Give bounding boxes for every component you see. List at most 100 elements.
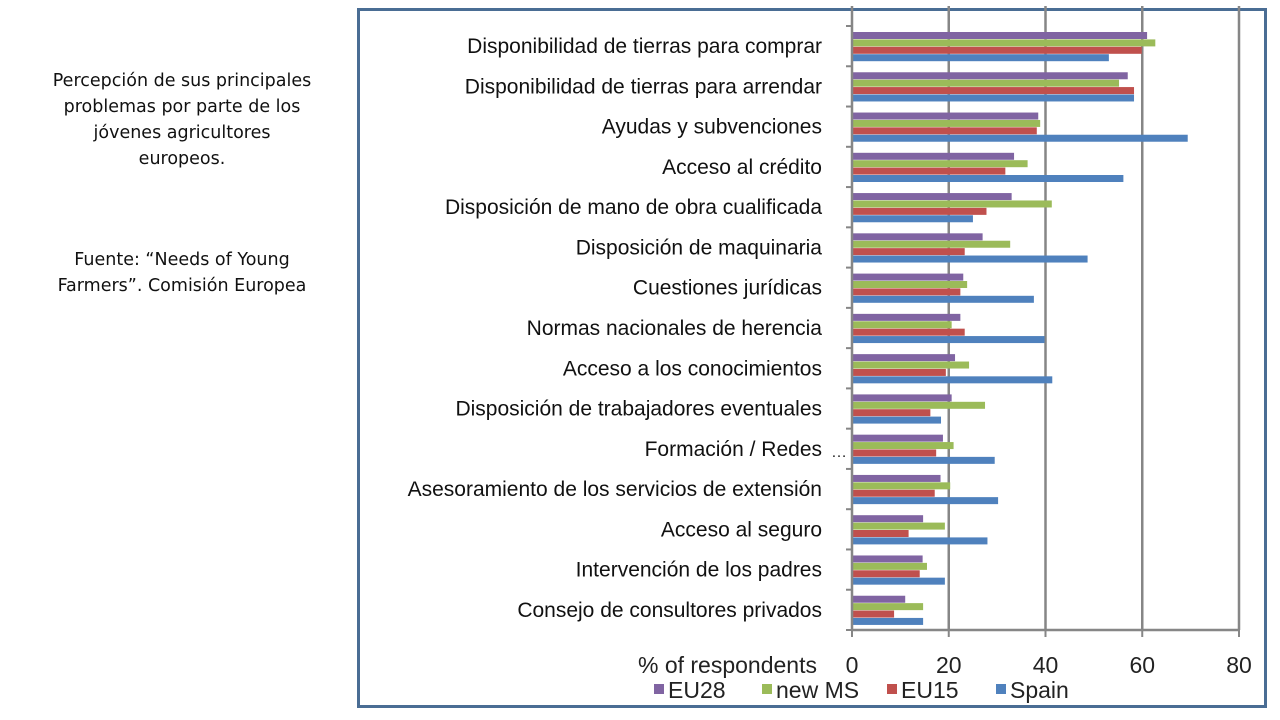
category-label: Disposición de maquinaria	[576, 236, 823, 259]
bar-eu15	[852, 87, 1135, 95]
bar-spain	[852, 54, 1109, 62]
bar-new-ms	[852, 240, 1011, 248]
category-label: Disposición de trabajadores eventuales	[455, 398, 822, 421]
category-label: Acceso al seguro	[661, 518, 822, 541]
bar-eu15	[852, 207, 987, 215]
category-label: Acceso al crédito	[662, 156, 822, 179]
bar-spain	[852, 497, 999, 505]
bar-new-ms	[852, 79, 1120, 87]
legend-swatch-eu28	[654, 684, 664, 694]
x-tick-label: 60	[1129, 652, 1155, 678]
bar-eu15	[852, 248, 965, 256]
bar-eu15	[852, 46, 1142, 54]
bar-eu15	[852, 449, 937, 457]
category-label: Disponibilidad de tierras para comprar	[467, 35, 822, 58]
legend-label: Spain	[1010, 677, 1069, 703]
caption-line: jóvenes agricultores	[93, 123, 271, 143]
category-label: Intervención de los padres	[576, 559, 822, 582]
bar-spain	[852, 175, 1124, 182]
legend-swatch-eu15	[887, 684, 897, 694]
ellipsis-marker: …	[831, 444, 848, 461]
bar-eu28	[852, 555, 923, 563]
category-label: Disposición de mano de obra cualificada	[445, 196, 822, 219]
bar-spain	[852, 295, 1034, 303]
bar-eu28	[852, 72, 1128, 80]
bar-new-ms	[852, 160, 1028, 168]
bar-spain	[852, 215, 973, 223]
source-line: Fuente: “Needs of Young	[74, 250, 290, 270]
category-label: Ayudas y subvenciones	[602, 116, 822, 139]
bar-new-ms	[852, 200, 1052, 208]
bar-eu28	[852, 152, 1015, 160]
bar-spain	[852, 255, 1088, 263]
bar-new-ms	[852, 522, 945, 530]
bar-eu28	[852, 474, 941, 482]
bar-new-ms	[852, 442, 954, 450]
bar-eu15	[852, 368, 946, 376]
bar-eu15	[852, 530, 909, 537]
source-line: Farmers”. Comisión Europea	[57, 276, 307, 296]
bar-spain	[852, 94, 1135, 102]
bar-new-ms	[852, 281, 968, 288]
bar-eu28	[852, 32, 1148, 39]
x-tick-label: 20	[936, 652, 962, 678]
bar-new-ms	[852, 39, 1156, 47]
bar-eu28	[852, 313, 961, 321]
category-label: Disponibilidad de tierras para arrendar	[465, 75, 822, 98]
chart-description: Percepción de sus principales problemas …	[22, 68, 342, 172]
bar-spain	[852, 537, 988, 545]
category-label: Normas nacionales de herencia	[527, 317, 823, 340]
bar-eu15	[852, 127, 1037, 135]
bar-eu28	[852, 354, 956, 362]
bar-eu15	[852, 328, 965, 336]
bar-eu28	[852, 193, 1012, 201]
bar-new-ms	[852, 401, 986, 409]
legend-swatch-spain	[996, 684, 1006, 694]
bar-eu15	[852, 489, 935, 497]
category-label: Formación / Redes	[645, 438, 822, 461]
x-tick-label: 0	[846, 652, 859, 678]
caption-line: Percepción de sus principales	[52, 71, 312, 91]
category-label: Cuestiones jurídicas	[633, 277, 822, 300]
bar-eu28	[852, 273, 964, 281]
bar-new-ms	[852, 603, 924, 611]
bar-eu15	[852, 570, 920, 578]
bar-new-ms	[852, 361, 970, 369]
bar-eu28	[852, 233, 983, 241]
bar-spain	[852, 617, 924, 625]
bar-spain	[852, 577, 945, 585]
category-label: Consejo de consultores privados	[517, 599, 822, 622]
legend-label: EU15	[901, 677, 959, 703]
bar-new-ms	[852, 119, 1041, 127]
legend-swatch-new-ms	[762, 684, 772, 694]
legend-label: new MS	[776, 677, 859, 703]
bar-spain	[852, 376, 1053, 384]
category-label: Asesoramiento de los servicios de extens…	[408, 478, 822, 501]
bar-eu15	[852, 288, 961, 296]
bar-spain	[852, 456, 995, 464]
bar-eu15	[852, 409, 931, 417]
bar-new-ms	[852, 562, 927, 570]
x-tick-label: 40	[1033, 652, 1059, 678]
caption-line: europeos.	[138, 149, 226, 169]
legend-label: EU28	[668, 677, 726, 703]
bar-eu28	[852, 515, 924, 523]
x-tick-label: 80	[1226, 652, 1252, 678]
category-label: Acceso a los conocimientos	[563, 357, 822, 380]
bar-eu28	[852, 434, 943, 442]
bar-eu28	[852, 595, 906, 603]
bar-eu28	[852, 394, 952, 402]
bar-new-ms	[852, 482, 951, 490]
x-axis-label: % of respondents	[638, 652, 817, 678]
bar-spain	[852, 336, 1045, 344]
bar-eu15	[852, 167, 1006, 175]
chart-source: Fuente: “Needs of Young Farmers”. Comisi…	[22, 247, 342, 299]
bar-eu28	[852, 112, 1039, 120]
bar-new-ms	[852, 321, 952, 329]
bar-spain	[852, 134, 1188, 142]
chart-frame	[357, 8, 1267, 708]
bar-spain	[852, 416, 942, 424]
caption-line: problemas por parte de los	[63, 97, 301, 117]
bar-eu15	[852, 610, 895, 618]
